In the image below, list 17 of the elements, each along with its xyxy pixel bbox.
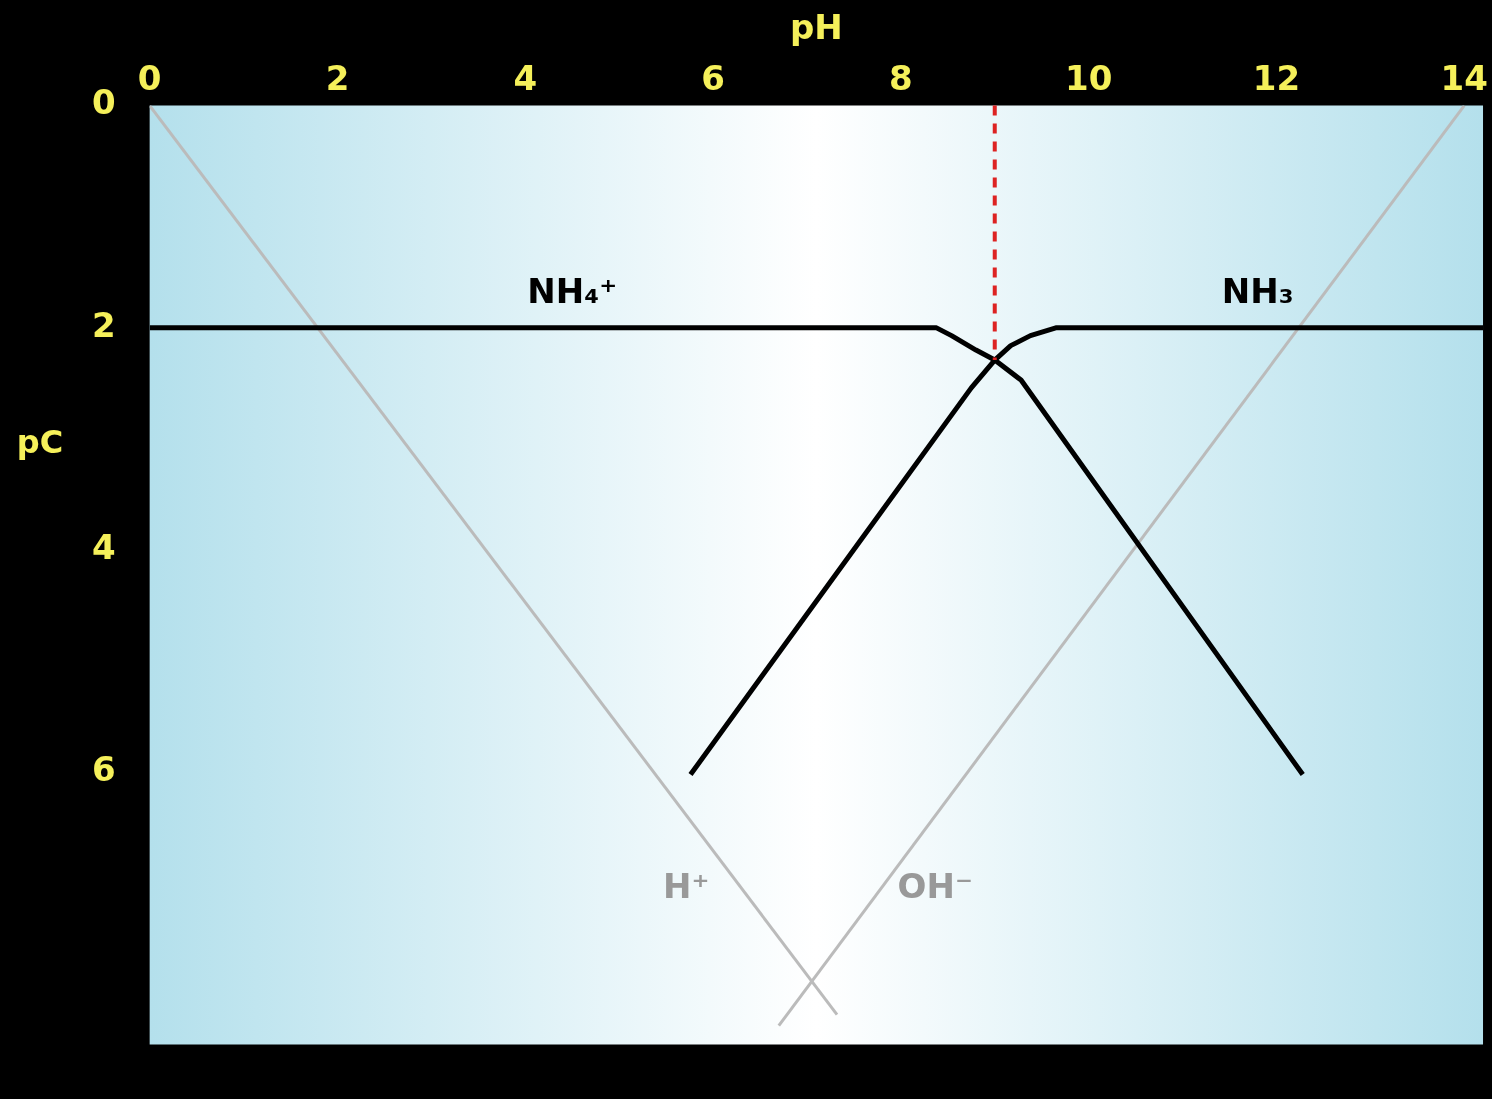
y-tick-label: 6 (91, 749, 116, 790)
x-tick-label: 8 (889, 58, 913, 99)
x-tick-label: 0 (137, 58, 162, 99)
annotation: H⁺ (663, 865, 710, 906)
annotation: OH⁻ (897, 865, 973, 906)
x-tick-label: 2 (325, 58, 350, 99)
x-axis-title: pH (789, 7, 843, 48)
annotation: NH₄⁺ (527, 270, 618, 311)
x-tick-label: 4 (513, 58, 538, 99)
y-tick-label: 2 (91, 304, 116, 345)
x-tick-label: 12 (1252, 58, 1301, 99)
x-tick-label: 10 (1064, 58, 1113, 99)
annotation: NH₃ (1221, 270, 1294, 311)
x-tick-label: 6 (701, 58, 725, 99)
y-axis-title: pC (16, 422, 64, 461)
y-tick-label: 4 (91, 526, 116, 567)
x-tick-label: 14 (1440, 58, 1488, 99)
